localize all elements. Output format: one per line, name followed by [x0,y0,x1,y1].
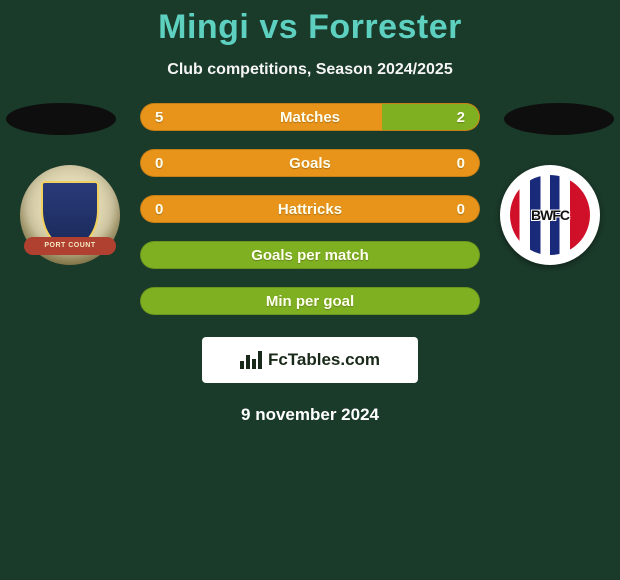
stat-value-left: 5 [155,109,163,126]
club-crest-right: BWFC [500,165,600,265]
stat-label: Hattricks [278,201,342,218]
stat-value-right: 2 [457,109,465,126]
subtitle: Club competitions, Season 2024/2025 [0,61,620,79]
stat-row: Hattricks 0 0 [140,195,480,223]
stat-row: Min per goal [140,287,480,315]
stat-row: Goals per match [140,241,480,269]
bar-chart-icon [240,351,262,369]
stat-label: Goals [289,155,331,172]
club-crest-left: PORT COUNT [20,165,120,265]
stat-row: Matches 5 2 [140,103,480,131]
crest-left-band: PORT COUNT [24,237,116,255]
crest-right-text: BWFC [531,207,569,223]
stat-row: Goals 0 0 [140,149,480,177]
stats-area: PORT COUNT BWFC Matches52Goals00Hattrick… [0,103,620,315]
stat-label: Min per goal [266,293,354,310]
brand-badge: FcTables.com [202,337,418,383]
page-title: Mingi vs Forrester [0,8,620,47]
comparison-card: Mingi vs Forrester Club competitions, Se… [0,0,620,425]
stat-label: Matches [280,109,340,126]
stat-value-left: 0 [155,201,163,218]
stat-label: Goals per match [251,247,369,264]
date-text: 9 november 2024 [0,405,620,425]
stat-value-right: 0 [457,201,465,218]
stat-bars: Matches 5 2 Goals 0 0 Hattricks 0 0 Goals per mat… [140,103,480,315]
shadow-ellipse-right [504,103,614,135]
brand-text: FcTables.com [268,350,380,370]
stat-value-right: 0 [457,155,465,172]
shadow-ellipse-left [6,103,116,135]
stat-value-left: 0 [155,155,163,172]
stripes-icon: BWFC [510,175,590,255]
